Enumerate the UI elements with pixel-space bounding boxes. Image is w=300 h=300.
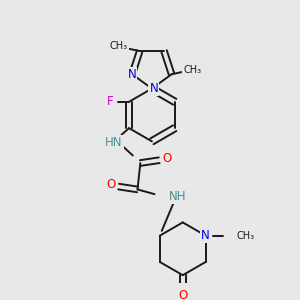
Text: O: O <box>178 290 188 300</box>
Text: O: O <box>162 152 171 165</box>
Text: CH₃: CH₃ <box>110 41 128 51</box>
Text: F: F <box>107 95 113 108</box>
Text: CH₃: CH₃ <box>237 231 255 241</box>
Text: N: N <box>201 229 210 242</box>
Text: O: O <box>106 178 116 191</box>
Text: N: N <box>128 68 136 81</box>
Text: HN: HN <box>105 136 123 149</box>
Text: N: N <box>149 82 158 95</box>
Text: CH₃: CH₃ <box>183 64 201 74</box>
Text: NH: NH <box>169 190 186 203</box>
